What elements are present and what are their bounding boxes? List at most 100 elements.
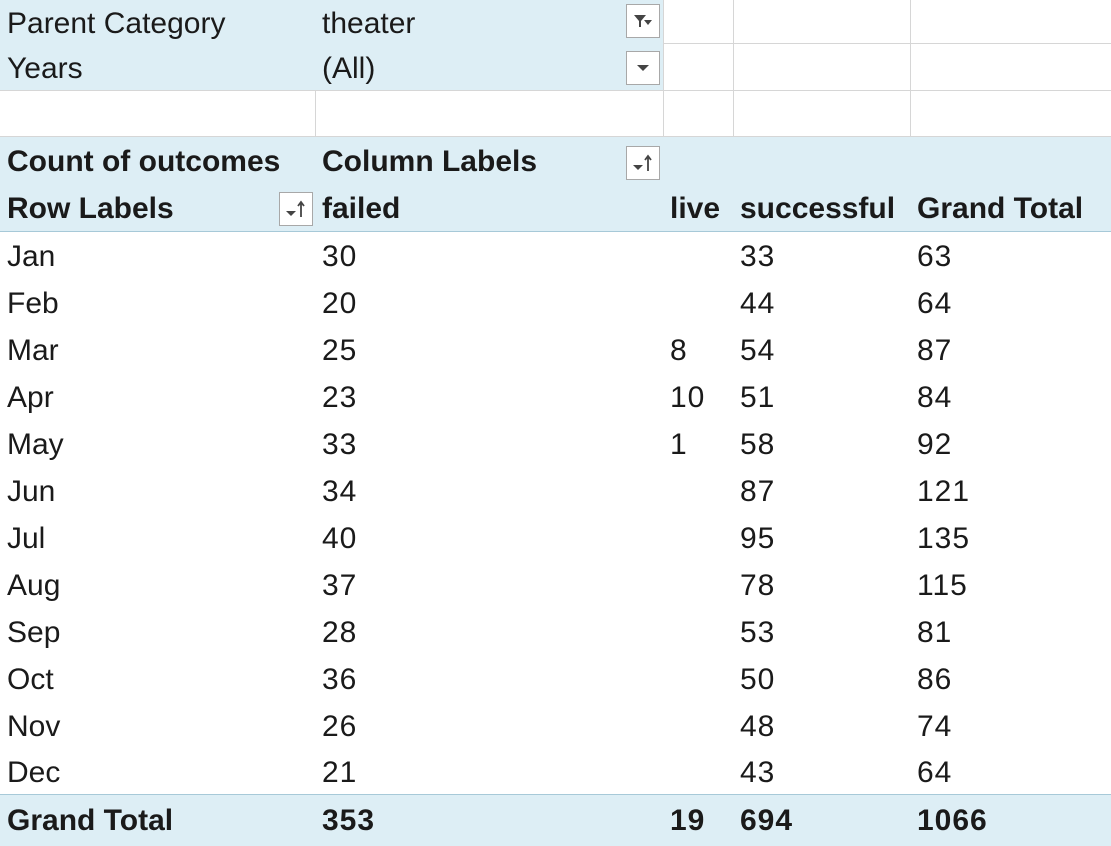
table-row: Jul 40 95 135 [0, 515, 1111, 562]
pivot-column-header-row: Row Labels failed live successful Grand … [0, 185, 1111, 232]
grand-total-background [0, 795, 1111, 846]
row-label: Aug [7, 569, 61, 602]
cell-live [663, 703, 733, 750]
cell-total: 87 [917, 334, 953, 367]
pivot-header-background [0, 137, 1111, 231]
cell-successful: 51 [740, 381, 776, 414]
cell-total: 64 [917, 756, 953, 789]
row-label: Dec [7, 756, 61, 789]
cell-live [663, 280, 733, 327]
total-successful: 694 [740, 804, 794, 837]
total-live: 19 [670, 804, 706, 837]
table-row: Jan 30 33 63 [0, 233, 1111, 280]
cell-failed: 34 [322, 475, 358, 508]
cell-failed: 21 [322, 756, 358, 789]
cell-live: 1 [670, 428, 688, 461]
cell-failed: 26 [322, 710, 358, 743]
table-row: Oct 36 50 86 [0, 656, 1111, 703]
gridline [0, 136, 1111, 137]
cell-total: 121 [917, 475, 971, 508]
sort-ascending-icon[interactable] [279, 192, 313, 226]
filter-dropdown-icon[interactable] [626, 4, 660, 38]
gridline [663, 0, 664, 136]
cell-live [663, 515, 733, 562]
cell-total: 92 [917, 428, 953, 461]
cell-failed: 36 [322, 663, 358, 696]
cell-total: 63 [917, 240, 953, 273]
cell-live [663, 233, 733, 280]
cell-successful: 48 [740, 710, 776, 743]
header-bottom-border [0, 231, 1111, 232]
row-label: Oct [7, 663, 54, 696]
filter-row-years: Years (All) [0, 45, 1111, 92]
table-row: Mar 25 8 54 87 [0, 327, 1111, 374]
filter-value: (All) [322, 52, 376, 85]
cell-total: 64 [917, 287, 953, 320]
table-row: Jun 34 87 121 [0, 468, 1111, 515]
row-label: Jul [7, 522, 46, 555]
cell-live [663, 468, 733, 515]
filter-label: Years [7, 52, 83, 85]
row-label: Sep [7, 616, 61, 649]
total-failed: 353 [322, 804, 376, 837]
row-label: Jan [7, 240, 56, 273]
cell-successful: 78 [740, 569, 776, 602]
cell-total: 84 [917, 381, 953, 414]
cell-failed: 20 [322, 287, 358, 320]
cell-total: 115 [917, 569, 968, 602]
sort-ascending-icon[interactable] [626, 146, 660, 180]
cell-live [663, 656, 733, 703]
row-label: Grand Total [7, 804, 174, 837]
cell-total: 86 [917, 663, 953, 696]
table-row: Nov 26 48 74 [0, 703, 1111, 750]
cell-successful: 53 [740, 616, 776, 649]
row-label: Mar [7, 334, 59, 367]
cell-live: 10 [670, 381, 706, 414]
column-header-failed: failed [322, 192, 401, 225]
cell-failed: 23 [322, 381, 358, 414]
cell-successful: 44 [740, 287, 776, 320]
row-label: Apr [7, 381, 54, 414]
cell-successful: 54 [740, 334, 776, 367]
table-row: May 33 1 58 92 [0, 421, 1111, 468]
gridline [315, 90, 316, 136]
cell-successful: 43 [740, 756, 776, 789]
cell-failed: 40 [322, 522, 358, 555]
gridline [733, 0, 734, 136]
cell-live [663, 749, 733, 796]
pivot-header-row: Count of outcomes Column Labels [0, 138, 1111, 185]
column-labels-header: Column Labels [322, 145, 538, 178]
cell-failed: 25 [322, 334, 358, 367]
row-labels-header: Row Labels [7, 192, 174, 225]
cell-successful: 87 [740, 475, 776, 508]
cell-successful: 33 [740, 240, 776, 273]
cell-live [663, 609, 733, 656]
values-field-label: Count of outcomes [7, 145, 281, 178]
cell-successful: 95 [740, 522, 776, 555]
cell-failed: 28 [322, 616, 358, 649]
filter-label: Parent Category [7, 7, 226, 40]
cell-successful: 50 [740, 663, 776, 696]
gridline [0, 90, 1111, 91]
table-row: Feb 20 44 64 [0, 280, 1111, 327]
table-row: Dec 21 43 64 [0, 749, 1111, 796]
cell-failed: 37 [322, 569, 358, 602]
filter-value: theater [322, 7, 416, 40]
cell-live [663, 562, 733, 609]
gridline [910, 0, 911, 136]
table-row: Aug 37 78 115 [0, 562, 1111, 609]
filter-row-parent-category: Parent Category theater [0, 0, 1111, 47]
chevron-down-icon[interactable] [626, 51, 660, 85]
column-header-grand-total: Grand Total [917, 192, 1084, 225]
row-label: Jun [7, 475, 56, 508]
table-row: Apr 23 10 51 84 [0, 374, 1111, 421]
cell-successful: 58 [740, 428, 776, 461]
total-top-border [0, 794, 1111, 795]
cell-live: 8 [670, 334, 688, 367]
row-label: Feb [7, 287, 59, 320]
total-grand: 1066 [917, 804, 988, 837]
table-row: Sep 28 53 81 [0, 609, 1111, 656]
gridline [663, 43, 1111, 44]
cell-failed: 30 [322, 240, 358, 273]
